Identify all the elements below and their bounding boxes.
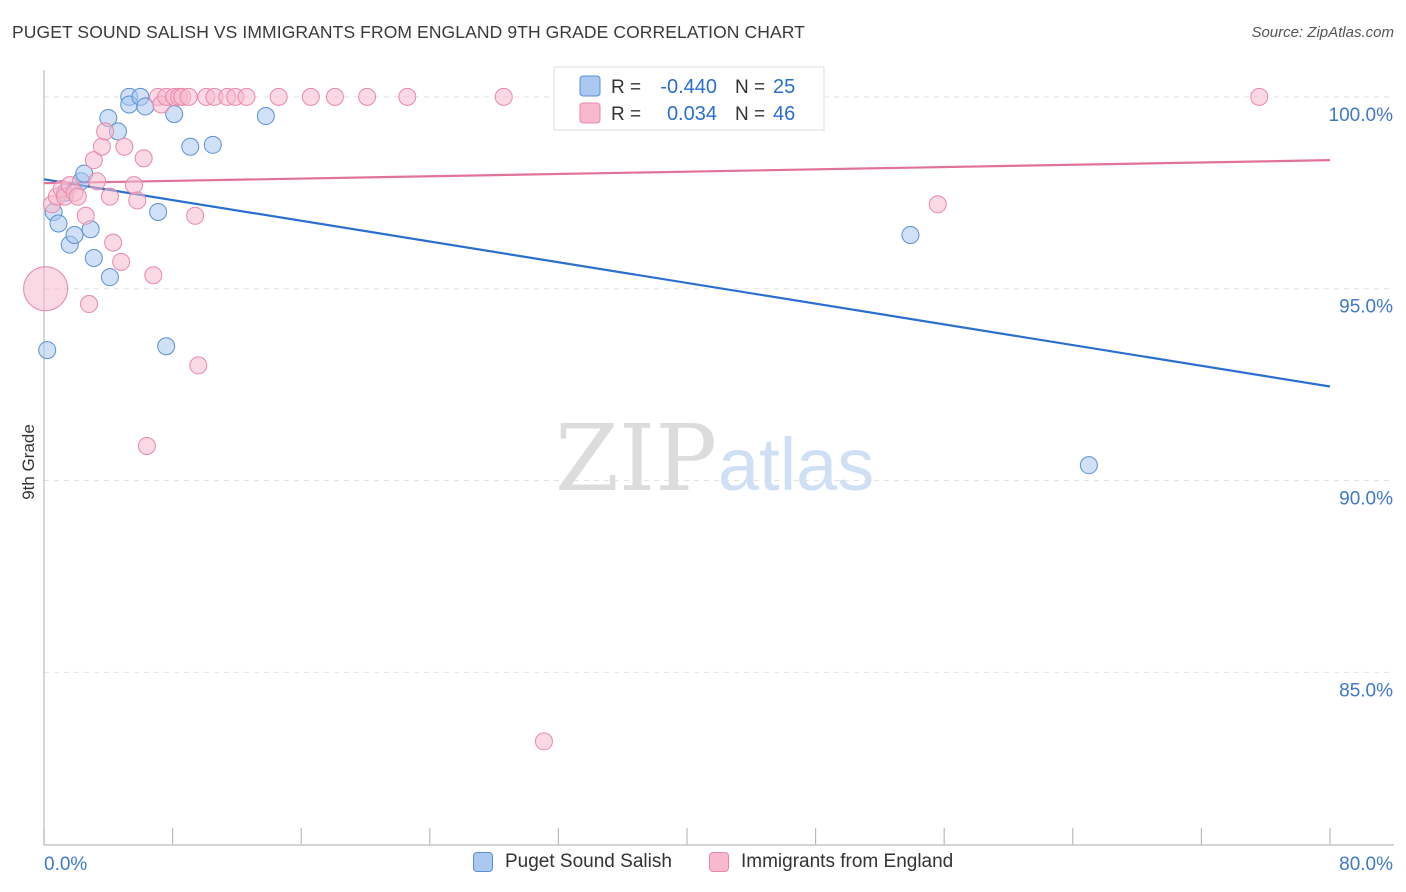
point-puget-sound-salish <box>203 135 222 154</box>
trend-line-immigrants-from-england <box>43 159 1331 185</box>
point-immigrants-from-england <box>179 87 198 106</box>
point-immigrants-from-england <box>358 87 377 106</box>
point-immigrants-from-england <box>398 87 417 106</box>
point-immigrants-from-england <box>100 187 119 206</box>
legend-top-swatch-pink <box>579 102 601 124</box>
point-puget-sound-salish <box>38 341 57 360</box>
point-puget-sound-salish <box>84 248 103 267</box>
legend-top-r-label-1: R = <box>611 77 641 98</box>
legend-top-r-label-2: R = <box>611 104 641 125</box>
point-immigrants-from-england <box>1250 87 1269 106</box>
point-immigrants-from-england <box>96 122 115 141</box>
point-immigrants-from-england <box>104 233 123 252</box>
point-puget-sound-salish <box>157 337 176 356</box>
point-immigrants-from-england <box>494 87 513 106</box>
legend-top-r-value-1: -0.440 <box>660 76 717 98</box>
x-tick-label-min: 0.0% <box>44 854 87 875</box>
point-immigrants-from-england <box>237 87 256 106</box>
data-points <box>23 87 1269 751</box>
y-axis-label: 9th Grade <box>19 424 38 500</box>
point-immigrants-from-england <box>80 295 99 314</box>
watermark: ZIP atlas <box>555 405 874 512</box>
x-tick-labels: 0.0% 80.0% <box>44 854 1393 875</box>
y-tick-label: 95.0% <box>1339 297 1393 318</box>
trend-line-puget-sound-salish <box>43 178 1331 388</box>
point-puget-sound-salish <box>49 214 68 233</box>
point-immigrants-from-england <box>269 87 288 106</box>
point-puget-sound-salish <box>901 225 920 244</box>
legend-top-n-value-2: 46 <box>773 103 795 125</box>
point-immigrants-from-england <box>76 206 95 225</box>
point-puget-sound-salish <box>100 268 119 287</box>
point-puget-sound-salish <box>1079 456 1098 475</box>
point-puget-sound-salish <box>65 225 84 244</box>
point-immigrants-from-england <box>928 195 947 214</box>
point-immigrants-from-england <box>534 732 553 751</box>
watermark-atlas: atlas <box>718 423 874 506</box>
point-immigrants-from-england <box>92 137 111 156</box>
legend-top-n-label-2: N = <box>735 104 765 125</box>
point-immigrants-from-england <box>325 87 344 106</box>
legend-top-swatch-blue <box>579 75 601 97</box>
trend-lines <box>43 159 1331 388</box>
source-label: Source: ZipAtlas.com <box>1251 24 1394 41</box>
point-puget-sound-salish <box>256 107 275 126</box>
axes <box>43 70 1394 846</box>
point-immigrants-from-england <box>23 266 69 312</box>
y-tick-labels: 85.0% 90.0% 95.0% 100.0% <box>1329 105 1394 701</box>
point-immigrants-from-england <box>115 137 134 156</box>
point-immigrants-from-england <box>189 356 208 375</box>
legend-top: R = -0.440 N = 25 R = 0.034 N = 46 <box>553 66 825 131</box>
point-immigrants-from-england <box>125 176 144 195</box>
legend-top-n-value-1: 25 <box>773 76 795 98</box>
point-immigrants-from-england <box>112 252 131 271</box>
point-immigrants-from-england <box>134 149 153 168</box>
point-immigrants-from-england <box>128 191 147 210</box>
point-puget-sound-salish <box>181 137 200 156</box>
legend-label-immigrants-from-england: Immigrants from England <box>741 851 954 872</box>
point-immigrants-from-england <box>68 187 87 206</box>
x-tick-label-max: 80.0% <box>1339 854 1393 875</box>
legend-item-puget-sound-salish: Puget Sound Salish <box>473 851 672 873</box>
point-immigrants-from-england <box>88 172 107 191</box>
point-immigrants-from-england <box>186 206 205 225</box>
chart-title: PUGET SOUND SALISH VS IMMIGRANTS FROM EN… <box>12 22 805 42</box>
legend-top-n-label-1: N = <box>735 77 765 98</box>
point-immigrants-from-england <box>144 266 163 285</box>
gridlines <box>44 96 1394 673</box>
point-immigrants-from-england <box>84 151 103 170</box>
point-immigrants-from-england <box>301 87 320 106</box>
legend-label-puget-sound-salish: Puget Sound Salish <box>505 851 672 872</box>
point-immigrants-from-england <box>137 436 156 455</box>
legend-top-r-value-2: 0.034 <box>667 103 717 125</box>
y-tick-label: 85.0% <box>1339 680 1393 701</box>
y-tick-label: 100.0% <box>1329 105 1394 126</box>
watermark-zip: ZIP <box>555 405 717 512</box>
legend-bottom: Puget Sound Salish Immigrants from Engla… <box>0 851 1406 879</box>
point-puget-sound-salish <box>149 202 168 221</box>
legend-item-immigrants-from-england: Immigrants from England <box>709 851 953 873</box>
legend-swatch-pink <box>709 852 729 872</box>
legend-swatch-blue <box>473 852 493 872</box>
y-tick-label: 90.0% <box>1339 489 1393 510</box>
